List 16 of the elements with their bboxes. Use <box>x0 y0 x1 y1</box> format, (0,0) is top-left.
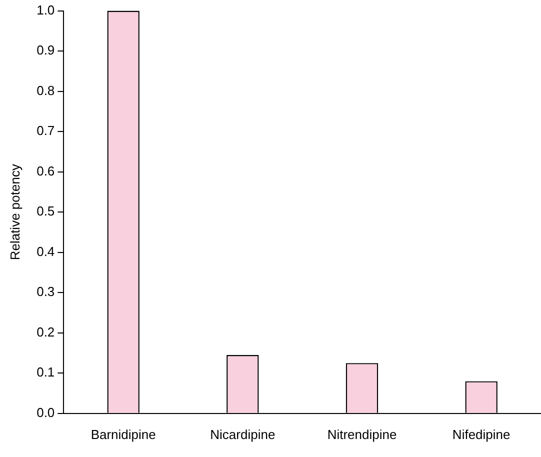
y-tick-label: 0.2 <box>36 324 55 340</box>
y-tick-label: 1.0 <box>36 2 55 18</box>
y-tick-label: 0.7 <box>36 123 55 138</box>
y-tick-label: 0.1 <box>36 364 55 380</box>
x-tick-label: Nifedipine <box>452 426 510 442</box>
y-tick-label: 0.9 <box>36 42 55 58</box>
y-tick-label: 0.0 <box>36 404 55 420</box>
y-axis-title: Relative potency <box>7 164 22 260</box>
y-tick-label: 0.3 <box>36 284 55 300</box>
x-tick-label: Nitrendipine <box>327 426 397 442</box>
y-tick-label: 0.6 <box>36 163 55 178</box>
y-tick-label: 0.4 <box>36 244 55 259</box>
x-tick-label: Nicardipine <box>210 426 276 442</box>
y-tick-label: 0.8 <box>36 82 55 98</box>
x-tick-label: Barnidipine <box>90 426 156 442</box>
y-tick-label: 0.5 <box>36 204 55 219</box>
